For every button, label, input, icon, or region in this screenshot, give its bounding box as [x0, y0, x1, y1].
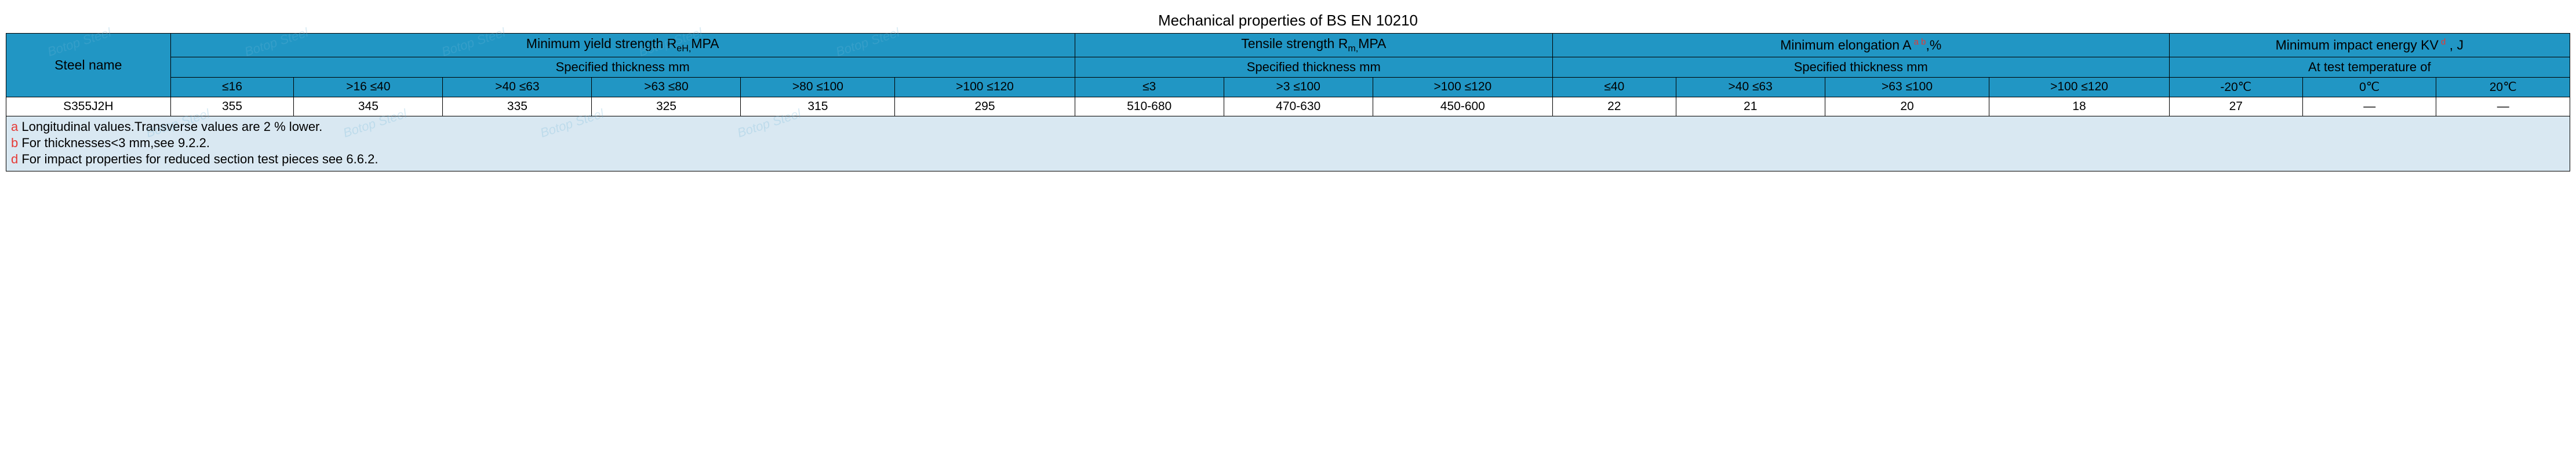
cell-name: S355J2H: [6, 97, 171, 116]
range-t1: ≤3: [1075, 77, 1224, 97]
cell-y2: 345: [294, 97, 443, 116]
tensile-sub: m,: [1348, 43, 1358, 54]
col-yield: Minimum yield strength ReH,MPA: [170, 34, 1075, 57]
cell-e1: 22: [1552, 97, 1676, 116]
range-e1: ≤40: [1552, 77, 1676, 97]
footnote-a-text: Longitudinal values.Transverse values ar…: [18, 119, 322, 134]
range-y3: >40 ≤63: [443, 77, 592, 97]
col-tensile: Tensile strength Rm,MPA: [1075, 34, 1552, 57]
impact-sup: d: [2439, 37, 2446, 47]
footnote-a: a Longitudinal values.Transverse values …: [11, 119, 2565, 135]
tensile-thickness-label: Specified thickness mm: [1075, 57, 1552, 77]
tensile-label: Tensile strength R: [1241, 36, 1348, 51]
range-y1: ≤16: [170, 77, 294, 97]
range-i2: 0℃: [2303, 77, 2436, 97]
cell-y6: 295: [895, 97, 1075, 116]
footnote-a-key: a: [11, 119, 18, 134]
cell-i3: —: [2436, 97, 2570, 116]
tensile-unit: MPA: [1358, 36, 1386, 51]
footnotes: a Longitudinal values.Transverse values …: [6, 116, 2570, 171]
cell-e3: 20: [1825, 97, 1989, 116]
footnote-b: b For thicknesses<3 mm,see 9.2.2.: [11, 135, 2565, 151]
cell-e4: 18: [1989, 97, 2169, 116]
elong-sup: a b: [1912, 37, 1926, 47]
yield-unit: MPA: [691, 36, 719, 51]
mechanical-properties-table: Steel name Minimum yield strength ReH,MP…: [6, 33, 2570, 116]
impact-temp-label: At test temperature of: [2169, 57, 2570, 77]
cell-y4: 325: [592, 97, 741, 116]
range-i3: 20℃: [2436, 77, 2570, 97]
cell-t1: 510-680: [1075, 97, 1224, 116]
col-impact: Minimum impact energy KV d , J: [2169, 34, 2570, 57]
range-e3: >63 ≤100: [1825, 77, 1989, 97]
impact-unit: , J: [2446, 38, 2464, 53]
footnote-b-text: For thicknesses<3 mm,see 9.2.2.: [18, 136, 210, 150]
col-elongation: Minimum elongation A a b,%: [1552, 34, 2169, 57]
range-i1: -20℃: [2169, 77, 2302, 97]
cell-y3: 335: [443, 97, 592, 116]
range-y6: >100 ≤120: [895, 77, 1075, 97]
cell-t3: 450-600: [1373, 97, 1552, 116]
footnote-d: d For impact properties for reduced sect…: [11, 151, 2565, 167]
table-title: Mechanical properties of BS EN 10210: [6, 6, 2570, 33]
col-steel-name: Steel name: [6, 34, 171, 97]
yield-sub: eH,: [676, 43, 691, 54]
range-e2: >40 ≤63: [1676, 77, 1825, 97]
range-e4: >100 ≤120: [1989, 77, 2169, 97]
elong-unit: ,%: [1926, 38, 1941, 53]
cell-e2: 21: [1676, 97, 1825, 116]
range-y4: >63 ≤80: [592, 77, 741, 97]
range-y5: >80 ≤100: [741, 77, 895, 97]
impact-label: Minimum impact energy KV: [2276, 38, 2439, 53]
cell-i1: 27: [2169, 97, 2302, 116]
footnote-d-text: For impact properties for reduced sectio…: [18, 152, 378, 166]
yield-label: Minimum yield strength R: [526, 36, 676, 51]
range-t2: >3 ≤100: [1224, 77, 1373, 97]
cell-i2: —: [2303, 97, 2436, 116]
footnote-d-key: d: [11, 152, 18, 166]
elong-label: Minimum elongation A: [1780, 38, 1911, 53]
range-y2: >16 ≤40: [294, 77, 443, 97]
cell-y1: 355: [170, 97, 294, 116]
cell-y5: 315: [741, 97, 895, 116]
elong-thickness-label: Specified thickness mm: [1552, 57, 2169, 77]
table-row: S355J2H 355 345 335 325 315 295 510-680 …: [6, 97, 2570, 116]
footnote-b-key: b: [11, 136, 18, 150]
cell-t2: 470-630: [1224, 97, 1373, 116]
range-t3: >100 ≤120: [1373, 77, 1552, 97]
yield-thickness-label: Specified thickness mm: [170, 57, 1075, 77]
